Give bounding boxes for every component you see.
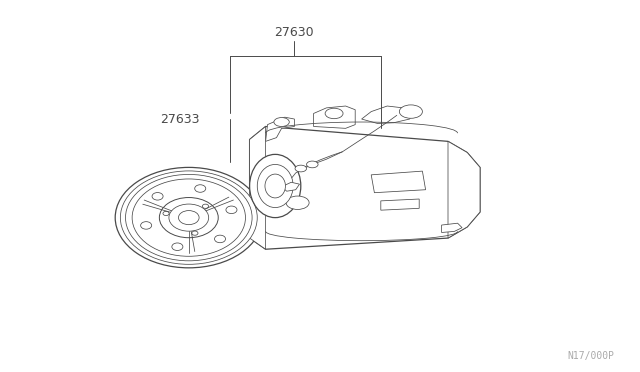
Ellipse shape	[152, 193, 163, 200]
Ellipse shape	[179, 211, 199, 225]
Polygon shape	[282, 182, 300, 191]
Ellipse shape	[192, 231, 198, 235]
Ellipse shape	[295, 165, 307, 172]
Polygon shape	[250, 126, 266, 249]
Polygon shape	[362, 106, 413, 124]
Ellipse shape	[195, 185, 205, 192]
Ellipse shape	[169, 204, 209, 231]
Ellipse shape	[120, 171, 257, 264]
Ellipse shape	[250, 154, 301, 218]
Ellipse shape	[172, 243, 183, 250]
Ellipse shape	[257, 164, 293, 208]
Polygon shape	[314, 106, 355, 128]
Ellipse shape	[125, 174, 252, 261]
Ellipse shape	[274, 118, 289, 126]
Ellipse shape	[132, 179, 246, 256]
Text: 27633: 27633	[160, 113, 200, 125]
Ellipse shape	[399, 105, 422, 118]
Ellipse shape	[325, 108, 343, 119]
Ellipse shape	[202, 204, 209, 208]
Ellipse shape	[214, 235, 225, 243]
Polygon shape	[400, 108, 421, 116]
Polygon shape	[371, 171, 426, 193]
Polygon shape	[250, 126, 480, 249]
Polygon shape	[448, 141, 480, 238]
Ellipse shape	[115, 167, 262, 268]
Text: 27630: 27630	[275, 26, 314, 39]
Text: N17/000P: N17/000P	[568, 351, 614, 361]
Ellipse shape	[265, 174, 285, 198]
Ellipse shape	[226, 206, 237, 214]
Ellipse shape	[141, 222, 152, 229]
Ellipse shape	[163, 211, 169, 215]
Polygon shape	[266, 117, 294, 141]
Polygon shape	[381, 199, 419, 210]
Ellipse shape	[307, 161, 318, 168]
Ellipse shape	[286, 196, 309, 209]
Ellipse shape	[159, 198, 218, 238]
Polygon shape	[442, 223, 462, 232]
